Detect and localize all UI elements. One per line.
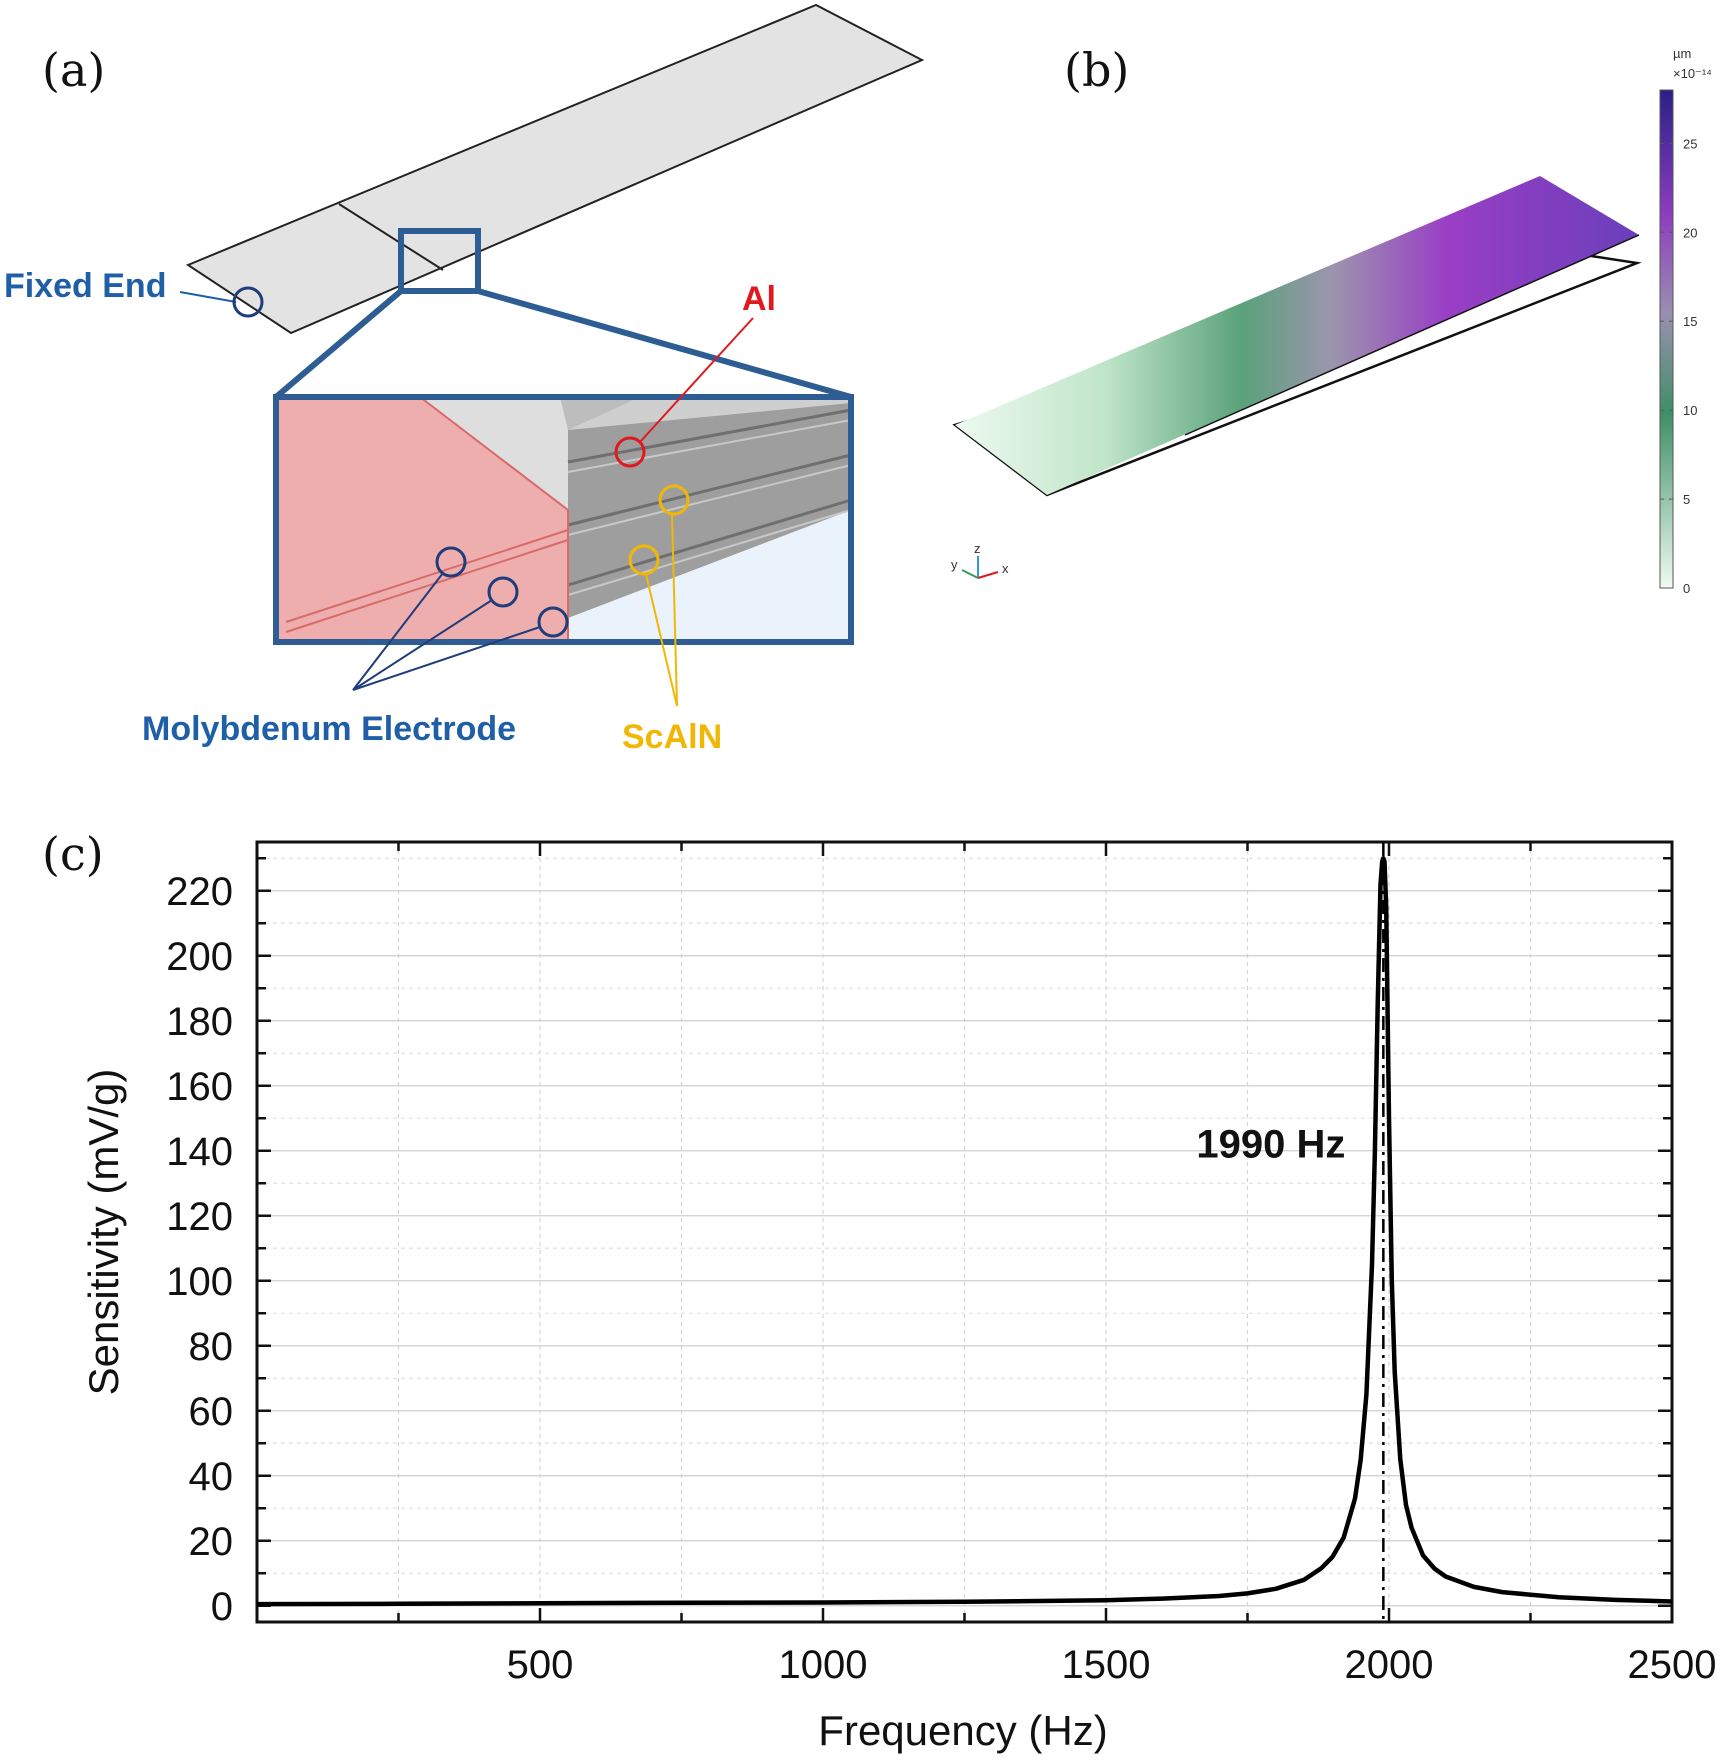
deformed-beam <box>955 176 1639 495</box>
mo-marker-3 <box>537 606 569 638</box>
x-axis-title: Frequency (Hz) <box>818 1707 1107 1754</box>
y-tick-label: 80 <box>189 1325 234 1369</box>
colorbar-bar <box>1659 89 1674 589</box>
zoom-connector-left <box>274 288 403 400</box>
panel-a: (a) Fi <box>4 3 925 756</box>
inset-section-line-2 <box>285 539 569 633</box>
triad-y-label: y <box>951 557 958 572</box>
y-tick-label: 0 <box>211 1585 233 1629</box>
scain-marker-2 <box>628 544 660 576</box>
al-leader <box>639 317 754 443</box>
y-tick-label: 200 <box>166 935 233 979</box>
fixed-end-leader <box>179 291 237 303</box>
mo-leader-3 <box>352 626 541 691</box>
colorbar-ticks: 0 5 10 15 20 25 <box>1660 136 1697 596</box>
electrode-boundary-line <box>338 203 444 271</box>
zoom-connector-right <box>477 288 852 400</box>
scain-leader-1 <box>671 513 678 707</box>
triad-x-label: x <box>1002 561 1009 576</box>
inset-frame <box>273 394 854 645</box>
callout-molybdenum: Molybdenum Electrode <box>142 710 516 748</box>
colorbar-tick-label: 5 <box>1683 492 1690 507</box>
panel-b-label: (b) <box>1064 43 1129 97</box>
x-tick-label: 2500 <box>1628 1643 1717 1687</box>
y-axis-title: Sensitivity (mV/g) <box>80 1069 127 1396</box>
y-tick-label: 20 <box>189 1520 234 1564</box>
cantilever-beam <box>185 3 925 335</box>
colorbar-tick-label: 10 <box>1683 403 1697 418</box>
y-tick-label: 120 <box>166 1195 233 1239</box>
inset-lightblue-region <box>568 510 851 642</box>
triad-z-label: z <box>974 541 981 556</box>
fixed-end-marker <box>232 286 264 318</box>
colorbar-tick-label: 0 <box>1683 581 1690 596</box>
sensitivity-chart: 500 1000 1500 2000 2500 0 20 40 60 80 100 120 140 160… <box>166 840 1717 1687</box>
mo-leader-2 <box>352 599 493 691</box>
panel-a-label: (a) <box>42 43 105 97</box>
y-tick-label: 140 <box>166 1130 233 1174</box>
y-tick-label: 40 <box>189 1455 234 1499</box>
x-tick-label: 2000 <box>1345 1643 1434 1687</box>
resonance-annotation: 1990 Hz <box>1196 1122 1345 1166</box>
x-tick-label: 500 <box>507 1643 574 1687</box>
inset-layer-line-5 <box>567 498 852 587</box>
inset-section-diag <box>419 396 569 511</box>
y-tick-label: 160 <box>166 1065 233 1109</box>
inset-layer-top-face <box>560 397 640 430</box>
callout-al: Al <box>742 280 776 318</box>
mo-marker-2 <box>487 576 519 608</box>
x-tick-label: 1000 <box>779 1643 868 1687</box>
callout-scain: ScAlN <box>622 718 722 756</box>
zoom-box <box>398 228 481 294</box>
colorbar-multiplier: ×10⁻¹⁴ <box>1673 66 1712 81</box>
y-tick-label: 60 <box>189 1390 234 1434</box>
colorbar-tick-label: 15 <box>1683 314 1697 329</box>
scain-leader-2 <box>645 573 678 707</box>
plot-area <box>257 856 1672 1607</box>
inset-layer-line-3 <box>567 453 852 527</box>
colorbar: µm ×10⁻¹⁴ 0 5 10 15 20 25 <box>1659 46 1712 596</box>
mo-marker-1 <box>435 546 467 578</box>
panel-b: (b) y z x µm ×10⁻¹⁴ 0 5 10 15 20 25 <box>951 43 1712 596</box>
y-tick-label: 180 <box>166 1000 233 1044</box>
y-tick-label: 100 <box>166 1260 233 1304</box>
colorbar-unit: µm <box>1673 46 1691 61</box>
plot-frame <box>255 840 1674 1624</box>
scain-marker-1 <box>658 484 690 516</box>
colorbar-tick-label: 20 <box>1683 225 1697 240</box>
y-tick-label: 220 <box>166 870 233 914</box>
layer-inset <box>273 394 854 645</box>
deformed-beam-edge <box>1184 234 1640 436</box>
axis-triad: y z x <box>951 541 1009 579</box>
inset-section-line-1 <box>285 529 569 623</box>
callout-fixed-end: Fixed End <box>4 267 166 305</box>
panel-c-label: (c) <box>42 827 104 881</box>
inset-layer-line-4 <box>567 464 852 536</box>
triad-y-axis <box>961 569 979 579</box>
colorbar-tick-label: 25 <box>1683 136 1697 151</box>
x-tick-label: 1500 <box>1062 1643 1151 1687</box>
triad-x-axis <box>977 571 999 579</box>
al-marker <box>614 436 646 468</box>
inset-layer-line-2 <box>567 419 852 473</box>
inset-layer-line-6 <box>567 509 852 596</box>
mo-leader-1 <box>352 572 444 691</box>
sensitivity-line <box>257 856 1672 1607</box>
panel-c: (c) 500 1000 1500 2000 2500 0 20 40 60 80 100 120 14… <box>42 827 1716 1754</box>
